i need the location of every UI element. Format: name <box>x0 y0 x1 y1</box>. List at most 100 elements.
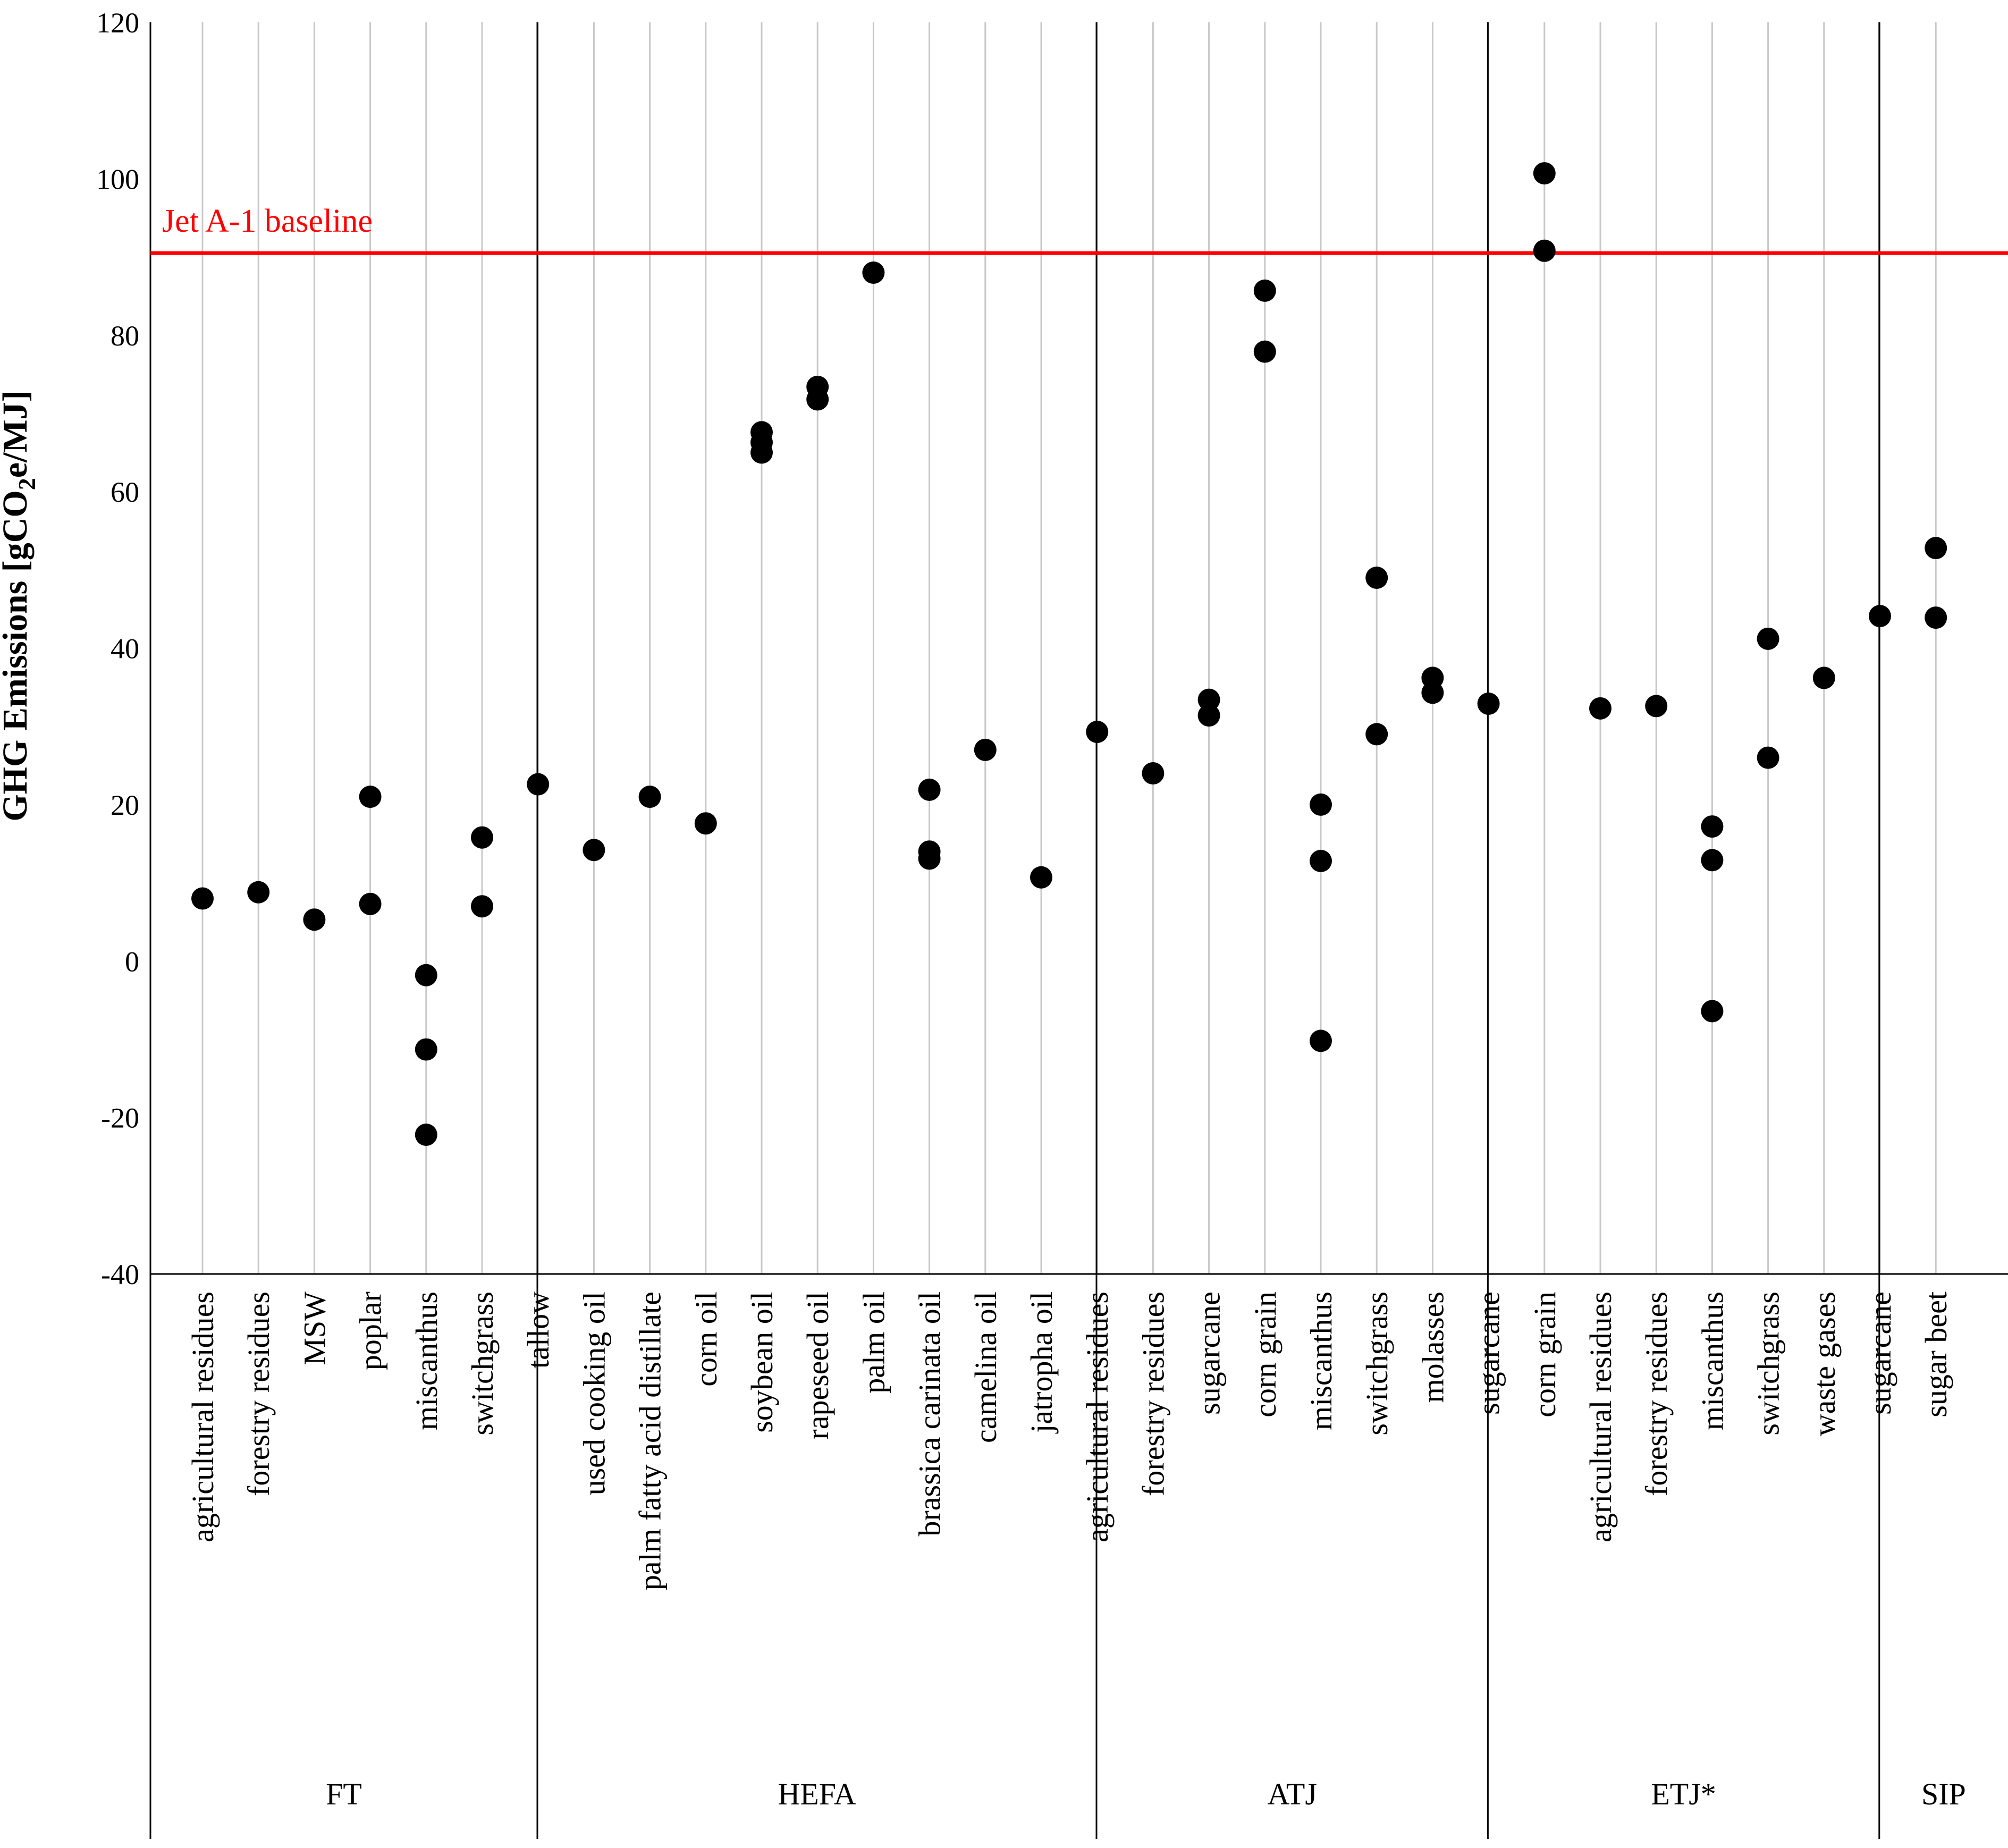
category-label: sugarcane <box>1863 1292 1897 1415</box>
group-separators <box>149 22 2008 1839</box>
data-point <box>471 895 493 918</box>
category-label: corn grain <box>1528 1292 1562 1417</box>
data-point <box>1757 746 1779 769</box>
group-label: ATJ <box>1267 1777 1317 1811</box>
group-label: SIP <box>1921 1777 1966 1811</box>
y-axis-title-subscript: 2 <box>13 478 40 490</box>
category-label: MSW <box>297 1292 332 1365</box>
data-point <box>918 778 941 801</box>
group-label: FT <box>326 1777 362 1811</box>
category-label: corn oil <box>689 1292 723 1387</box>
category-label: miscanthus <box>409 1292 444 1430</box>
data-point <box>1701 1000 1724 1023</box>
category-label: palm oil <box>856 1292 891 1394</box>
category-label: sugarcane <box>1192 1292 1227 1415</box>
data-point <box>247 881 270 904</box>
data-point <box>1869 605 1891 628</box>
y-tick-label: 120 <box>96 7 139 39</box>
data-points <box>191 162 1947 1146</box>
data-point <box>1310 849 1332 872</box>
y-axis-title-prefix: GHG Emissions [gCO <box>0 490 35 821</box>
y-tick-label: -40 <box>101 1259 139 1290</box>
data-point <box>191 887 214 910</box>
data-point <box>806 388 829 411</box>
category-label: switchgrass <box>1751 1292 1786 1436</box>
data-point <box>1086 720 1109 743</box>
data-point <box>1197 704 1220 727</box>
category-label: sugar beet <box>1919 1292 1953 1417</box>
category-label: palm fatty acid distillate <box>633 1292 668 1590</box>
data-point <box>638 786 661 808</box>
y-tick-label: 20 <box>111 789 139 821</box>
category-label: forestry residues <box>241 1292 276 1496</box>
category-label: used cooking oil <box>577 1292 611 1495</box>
category-label: miscanthus <box>1304 1292 1338 1430</box>
y-tick-label: 80 <box>111 320 139 352</box>
data-point <box>1253 279 1276 302</box>
category-label: sugarcane <box>1472 1292 1506 1415</box>
data-point <box>1701 815 1724 838</box>
data-point <box>862 261 885 284</box>
data-point <box>471 826 493 849</box>
data-point <box>1197 688 1220 711</box>
category-label: forestry residues <box>1639 1292 1674 1496</box>
data-point <box>1533 239 1556 262</box>
data-point <box>359 786 382 808</box>
data-point <box>1925 606 1947 629</box>
baseline-label: Jet A-1 baseline <box>162 203 373 239</box>
data-point <box>1812 666 1835 689</box>
data-point <box>1253 340 1276 363</box>
y-tick-label: 0 <box>125 946 139 977</box>
category-labels: agricultural residues forestry residues MS… <box>185 1292 1953 1590</box>
data-point <box>918 847 941 870</box>
data-point <box>1365 567 1388 589</box>
data-point <box>974 738 997 761</box>
category-label: agricultural residues <box>1080 1292 1115 1542</box>
data-point <box>750 441 773 464</box>
category-label: poplar <box>353 1292 388 1370</box>
y-tick-label: -20 <box>101 1102 139 1134</box>
category-label: rapeseed oil <box>800 1292 835 1440</box>
data-point <box>415 964 437 986</box>
data-point <box>1310 793 1332 816</box>
data-point <box>1925 537 1947 560</box>
data-point <box>694 812 717 835</box>
data-point <box>1365 723 1388 746</box>
data-point <box>1030 866 1052 889</box>
data-point <box>1142 762 1165 784</box>
category-label: waste gases <box>1807 1292 1842 1436</box>
data-point <box>527 773 550 796</box>
data-point <box>303 908 326 931</box>
category-label: switchgrass <box>1360 1292 1394 1436</box>
y-axis-title-suffix: e/MJ] <box>0 390 35 478</box>
category-label: agricultural residues <box>185 1292 220 1542</box>
grid-lines <box>201 22 1937 1274</box>
data-point <box>415 1038 437 1061</box>
data-point <box>1645 695 1668 718</box>
category-label: molasses <box>1415 1292 1450 1403</box>
data-point <box>1477 693 1500 715</box>
category-label: camelina oil <box>968 1292 1003 1443</box>
category-label: miscanthus <box>1695 1292 1729 1430</box>
data-point <box>1310 1030 1332 1052</box>
y-axis: 120 100 80 60 40 20 0 -20 -40 <box>96 7 139 1290</box>
baseline: Jet A-1 baseline <box>150 203 2008 255</box>
y-tick-label: 40 <box>111 633 139 665</box>
data-point <box>1533 162 1556 185</box>
data-point <box>1589 697 1612 720</box>
category-label: agricultural residues <box>1583 1292 1618 1542</box>
y-tick-label: 60 <box>111 476 139 508</box>
data-point <box>1701 849 1724 872</box>
category-label: jatropha oil <box>1024 1292 1059 1434</box>
category-label: corn grain <box>1248 1292 1283 1417</box>
y-tick-label: 100 <box>96 163 139 195</box>
category-label: forestry residues <box>1136 1292 1170 1496</box>
category-label: tallow <box>521 1292 555 1369</box>
y-axis-title: GHG Emissions [gCO2e/MJ] <box>0 390 40 821</box>
category-label: brassica carinata oil <box>913 1292 947 1537</box>
group-labels: FT HEFA ATJ ETJ* SIP <box>326 1777 1966 1811</box>
category-label: switchgrass <box>465 1292 500 1436</box>
data-point <box>415 1124 437 1146</box>
data-point <box>359 892 382 915</box>
